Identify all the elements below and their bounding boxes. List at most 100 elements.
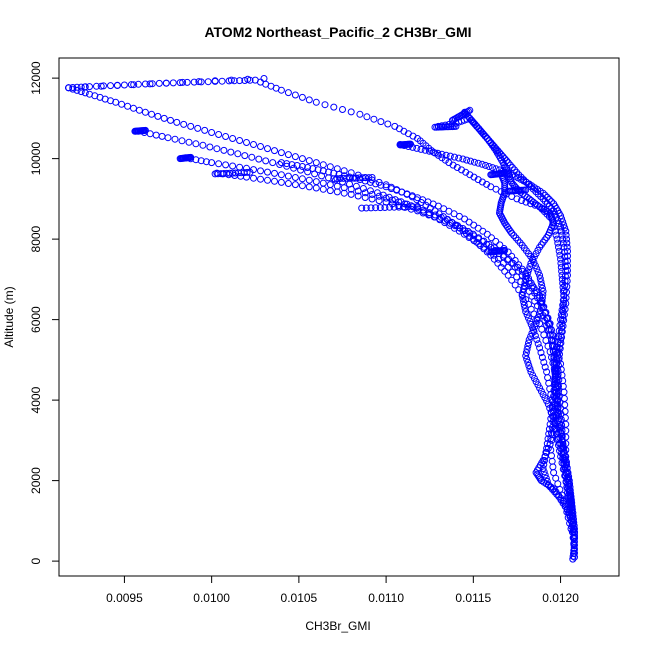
scatter-point [568, 504, 576, 512]
scatter-point [558, 231, 566, 239]
scatter-point [339, 106, 346, 113]
scatter-point [474, 159, 482, 167]
scatter-point [199, 141, 207, 149]
scatter-point [525, 314, 532, 322]
scatter-point [229, 135, 237, 142]
scatter-point [526, 365, 534, 373]
scatter-point [571, 549, 578, 557]
scatter-point [549, 412, 556, 420]
scatter-point [141, 80, 149, 88]
scatter-point [124, 102, 132, 110]
scatter-point [284, 172, 292, 180]
scatter-point [501, 267, 509, 275]
scatter-point [148, 110, 156, 118]
scatter-point [69, 85, 77, 93]
scatter-point [167, 116, 174, 124]
scatter-point [291, 174, 299, 181]
scatter-point [557, 444, 565, 452]
scatter-point [518, 292, 526, 299]
scatter-point [471, 121, 479, 129]
scatter-point [271, 169, 278, 177]
scatter-point [309, 165, 317, 173]
scatter-point [485, 163, 493, 170]
scatter-point [356, 110, 364, 118]
scatter-point [321, 101, 329, 109]
scatter-point [77, 88, 85, 96]
scatter-point [536, 384, 544, 392]
scatter-point [515, 261, 523, 269]
scatter-point [546, 404, 554, 412]
scatter-point [298, 155, 306, 163]
scatter-point [362, 204, 370, 212]
y-axis: 0 2000 4000 6000 8000 10000 12000 [29, 61, 60, 564]
scatter-point [551, 367, 559, 375]
scatter-point [127, 81, 135, 89]
scatter-point [65, 84, 73, 92]
scatter-point [183, 78, 191, 86]
scatter-point [218, 77, 226, 85]
scatter-point [525, 180, 532, 188]
scatter-point [211, 77, 219, 85]
scatter-point [559, 283, 567, 291]
scatter-point [417, 145, 425, 153]
scatter-point [291, 153, 299, 161]
scatter-point [464, 227, 472, 235]
scatter-point [523, 345, 531, 353]
scatter-point [251, 76, 259, 84]
scatter-point [570, 547, 578, 555]
scatter-point [548, 452, 555, 460]
scatter-point [363, 113, 371, 121]
scatter-point [291, 91, 299, 99]
scatter-point [541, 471, 549, 479]
scatter-point [421, 146, 429, 154]
scatter-point [488, 234, 495, 242]
scatter-point [257, 143, 264, 150]
scatter-point [162, 79, 170, 87]
scatter-point [368, 174, 376, 181]
scatter-point [236, 77, 244, 85]
scatter-point [561, 282, 569, 290]
scatter-point [243, 139, 250, 146]
scatter-point [298, 175, 306, 183]
scatter-point [557, 453, 565, 460]
scatter-point [552, 425, 560, 433]
scatter-point [536, 344, 544, 352]
scatter-point [525, 362, 533, 369]
scatter-point [335, 170, 343, 178]
scatter-point [562, 227, 570, 235]
scatter-point [368, 191, 376, 198]
scatter-point [319, 185, 327, 193]
scatter-point [404, 203, 412, 211]
scatter-point [171, 135, 179, 143]
scatter-point [187, 153, 195, 161]
scatter-point [271, 177, 278, 185]
scatter-point [384, 120, 392, 128]
scatter-point [325, 168, 332, 176]
scatter-point [250, 174, 257, 182]
scatter-point [552, 231, 560, 239]
scatter-point [93, 82, 100, 90]
scatter-point [561, 258, 569, 266]
scatter-point [190, 78, 198, 86]
scatter-point [459, 225, 467, 232]
scatter-point [201, 126, 209, 134]
scatter-point [73, 86, 81, 94]
scatter-point [148, 80, 156, 88]
scatter-point [414, 203, 421, 210]
scatter-point [564, 485, 571, 493]
scatter-point [464, 107, 472, 115]
scatter-point [525, 336, 533, 344]
scatter-point [215, 160, 223, 168]
scatter-point [257, 167, 264, 175]
scatter-point [146, 80, 154, 88]
scatter-point [555, 247, 563, 255]
scatter-point [192, 140, 200, 148]
scatter-point [354, 187, 362, 195]
scatter-point [113, 82, 121, 89]
scatter-point [531, 262, 539, 270]
scatter-point [284, 151, 292, 159]
scatter-point [529, 326, 537, 334]
scatter-point [559, 454, 567, 462]
scatter-point [400, 203, 407, 211]
scatter-point [487, 251, 495, 259]
